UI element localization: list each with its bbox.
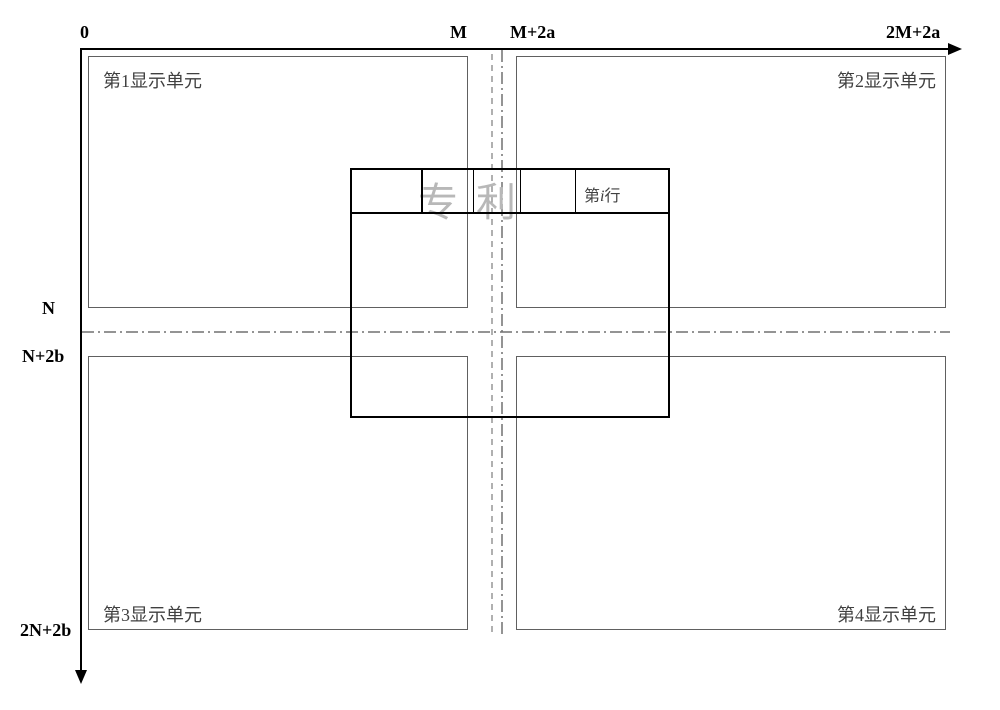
overlay-box: 第i行 <box>350 168 670 418</box>
diagram-canvas: 0 M M+2a 2M+2a N N+2b 2N+2b 第1显示单元 第2显示单… <box>20 20 980 690</box>
row-label-prefix: 第 <box>584 188 600 205</box>
row-label-suffix: 行 <box>604 188 620 205</box>
overlay-cell-1 <box>352 170 422 214</box>
overlay-cell-2 <box>422 170 474 214</box>
overlay-row-label: 第i行 <box>584 182 620 206</box>
overlay-cell-right <box>520 170 576 214</box>
